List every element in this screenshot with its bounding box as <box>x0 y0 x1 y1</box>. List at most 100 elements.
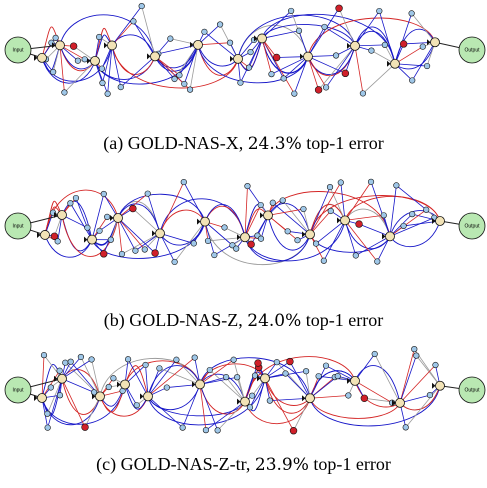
edge <box>159 367 201 385</box>
op-node <box>300 205 307 213</box>
edge <box>307 8 340 57</box>
cell-node <box>390 58 400 69</box>
op-node <box>62 359 69 366</box>
cell-node <box>395 397 405 408</box>
op-node <box>105 383 112 391</box>
edge <box>147 368 160 397</box>
op-node <box>413 352 420 359</box>
op-node <box>237 79 244 86</box>
arrow-head <box>427 39 431 46</box>
edge <box>41 355 45 399</box>
input-label: Input <box>12 48 24 54</box>
op-node <box>257 235 265 242</box>
edge <box>309 398 401 419</box>
edge <box>183 181 206 222</box>
op-node <box>269 199 276 206</box>
caption-c: (c) GOLD-NAS-Z-tr, 23.9% top-1 error <box>0 454 487 475</box>
edge <box>261 38 295 94</box>
panel-b: Input Output (b) GOLD-NAS-Z, 24.0% top-1 … <box>0 170 487 335</box>
arrow-head <box>52 42 56 49</box>
arrow-head <box>230 55 234 62</box>
edge <box>44 234 93 258</box>
op-node <box>223 374 230 381</box>
op-node <box>367 178 375 185</box>
cell-node <box>37 53 47 63</box>
op-node <box>268 71 275 78</box>
edge <box>267 215 311 251</box>
op-node <box>409 211 416 218</box>
edge <box>199 384 219 431</box>
op-node <box>337 179 344 186</box>
op-node <box>326 184 334 191</box>
edge <box>389 209 427 237</box>
op-node <box>142 361 149 369</box>
edge <box>147 357 195 397</box>
op-node <box>247 49 254 56</box>
arrow-head <box>432 382 436 389</box>
op-node <box>44 410 51 417</box>
op-node <box>246 404 254 411</box>
edge <box>389 220 441 248</box>
arrow-head <box>192 381 196 388</box>
op-node <box>254 359 262 367</box>
op-node <box>393 182 400 189</box>
op-node <box>117 84 124 91</box>
edge <box>99 396 149 417</box>
edge <box>344 195 441 222</box>
arrow-head <box>347 377 351 384</box>
arrow-head <box>382 233 386 240</box>
edge <box>307 56 346 74</box>
edge <box>59 14 156 57</box>
edge <box>147 378 266 426</box>
edge <box>309 195 441 235</box>
op-node <box>286 357 294 366</box>
output-node: Output <box>458 376 486 404</box>
edge <box>261 14 396 64</box>
edge <box>370 181 391 237</box>
edge <box>389 185 397 237</box>
op-node <box>320 257 327 264</box>
edge <box>182 384 201 428</box>
edge <box>61 378 95 393</box>
caption-a: (a) GOLD-NAS-X, 24.3% top-1 error <box>0 133 487 154</box>
edge <box>309 210 332 235</box>
op-node <box>107 236 114 243</box>
op-node <box>426 392 434 399</box>
op-node <box>88 356 95 363</box>
arrow-head <box>347 42 351 49</box>
edge <box>147 193 161 234</box>
edge <box>117 217 146 250</box>
edge <box>405 385 441 428</box>
op-node <box>266 397 273 404</box>
edge <box>354 44 385 47</box>
caption-a-value: 24.3% <box>247 134 302 154</box>
op-node <box>226 39 234 46</box>
edge <box>315 220 346 244</box>
edge <box>394 28 436 64</box>
arrow-head <box>387 60 391 67</box>
edge <box>159 221 206 246</box>
op-node <box>100 190 107 198</box>
edge <box>285 373 311 399</box>
edge <box>174 221 206 263</box>
panel-c: Input Output (c) GOLD-NAS-Z-tr, 23.9% top… <box>0 340 487 488</box>
edge <box>399 349 415 404</box>
edge <box>309 365 327 399</box>
edge <box>309 186 331 235</box>
cell-node <box>430 37 440 48</box>
edge <box>271 56 309 75</box>
op-node <box>288 7 295 15</box>
arrow-head <box>260 212 264 219</box>
edge <box>43 354 63 379</box>
op-node <box>141 246 148 253</box>
arrow-head <box>87 57 91 64</box>
edge <box>399 355 417 404</box>
cell-node <box>57 373 67 384</box>
op-node <box>190 240 197 247</box>
edge <box>199 357 311 399</box>
edge <box>354 10 380 47</box>
nodes-layer: Input Output <box>4 178 486 266</box>
arrow-head <box>432 217 436 224</box>
cell-node <box>87 234 97 245</box>
edge <box>411 13 436 43</box>
